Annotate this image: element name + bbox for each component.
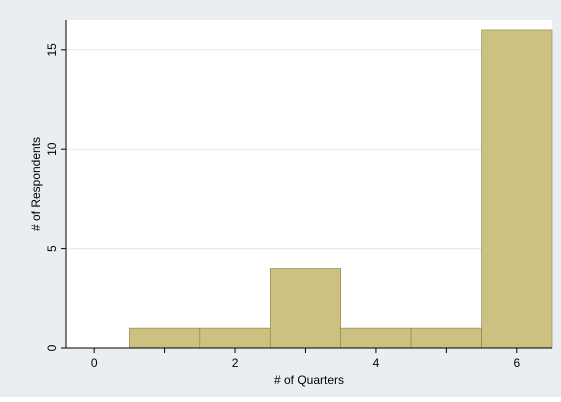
y-tick-label: 15 xyxy=(45,43,59,57)
x-tick-label: 6 xyxy=(513,356,520,370)
x-tick-label: 0 xyxy=(91,356,98,370)
y-tick-label: 0 xyxy=(45,344,59,351)
bar xyxy=(340,327,412,349)
x-tick-label: 2 xyxy=(232,356,239,370)
y-tick-label: 5 xyxy=(45,245,59,252)
gridlines xyxy=(66,49,552,250)
y-axis-label: # of Respondents xyxy=(29,137,43,231)
bar xyxy=(129,327,201,349)
bar xyxy=(481,29,553,349)
x-axis-label: # of Quarters xyxy=(274,373,344,387)
x-tick-label: 4 xyxy=(373,356,380,370)
bars xyxy=(129,29,553,349)
y-tick-label: 10 xyxy=(45,142,59,156)
axes: 0 5 10 15 0 2 4 6 xyxy=(45,20,552,370)
bar xyxy=(199,327,271,349)
bar xyxy=(269,268,341,349)
bar xyxy=(410,327,482,349)
